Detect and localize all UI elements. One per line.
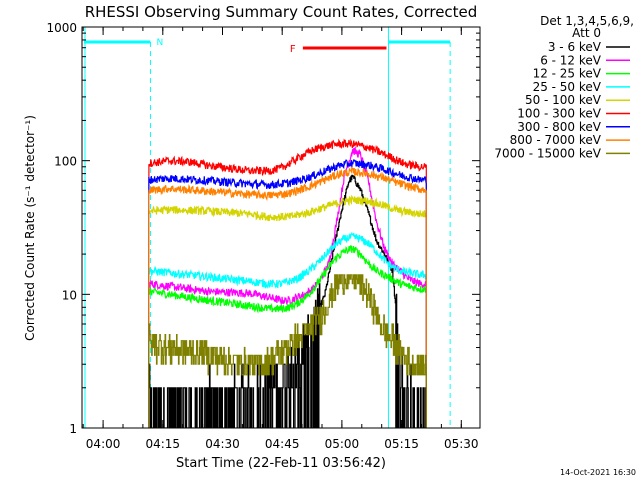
legend-label-8: 7000 - 15000 keV: [494, 146, 601, 160]
x-tick-label-5: 05:15: [384, 437, 419, 451]
annotations-layer: [83, 27, 451, 428]
y-axis-label: Corrected Count Rate (s⁻¹ detector⁻¹): [23, 115, 37, 341]
series-line-6: [148, 158, 427, 428]
legend-header-line-1: Det 1,3,4,5,6,9,: [540, 14, 634, 28]
x-tick-label-4: 05:00: [325, 437, 360, 451]
flare-label: F: [290, 44, 296, 55]
y-tick-label-2: 100: [54, 155, 77, 169]
plot-frame: [81, 26, 481, 429]
x-tick-label-1: 04:15: [145, 437, 180, 451]
legend-label-4: 50 - 100 keV: [525, 93, 602, 107]
series-line-8: [148, 274, 427, 428]
series-line-2: [148, 244, 427, 428]
y-tick-label-1: 10: [62, 288, 77, 302]
y-tick-label-3: 1000: [46, 21, 77, 35]
x-tick-label-6: 05:30: [444, 437, 479, 451]
legend-header-line-2: Att 0: [572, 26, 601, 40]
y-tick-label-0: 1: [69, 422, 77, 436]
series-line-3: [148, 232, 427, 428]
axes-layer: 04:00 04:15 04:30 04:45 05:00 05:15 05:30 1 10 10…: [46, 21, 480, 451]
legend-label-5: 100 - 300 keV: [517, 107, 601, 121]
x-axis-label: Start Time (22-Feb-11 03:56:42): [176, 456, 386, 471]
legend-label-7: 800 - 7000 keV: [510, 133, 602, 147]
series-layer: [148, 138, 427, 428]
series-line-5: [148, 138, 427, 428]
legend-label-2: 12 - 25 keV: [533, 67, 602, 81]
legend-label-0: 3 - 6 keV: [548, 40, 602, 54]
series-line-7: [148, 166, 427, 428]
night-label: N: [156, 38, 163, 48]
timestamp: 14-Oct-2021 16:30: [560, 468, 636, 477]
series-line-4: [148, 194, 427, 428]
series-line-1: [148, 146, 427, 428]
legend-label-1: 6 - 12 keV: [540, 53, 602, 67]
legend-label-3: 25 - 50 keV: [533, 80, 602, 94]
series-line-0: [148, 174, 427, 428]
flag-labels: NF: [156, 38, 295, 55]
x-tick-label-0: 04:00: [86, 437, 121, 451]
x-tick-label-2: 04:30: [205, 437, 240, 451]
chart-title: RHESSI Observing Summary Count Rates, Co…: [85, 3, 478, 21]
x-tick-label-3: 04:45: [265, 437, 300, 451]
legend-label-6: 300 - 800 keV: [517, 120, 601, 134]
